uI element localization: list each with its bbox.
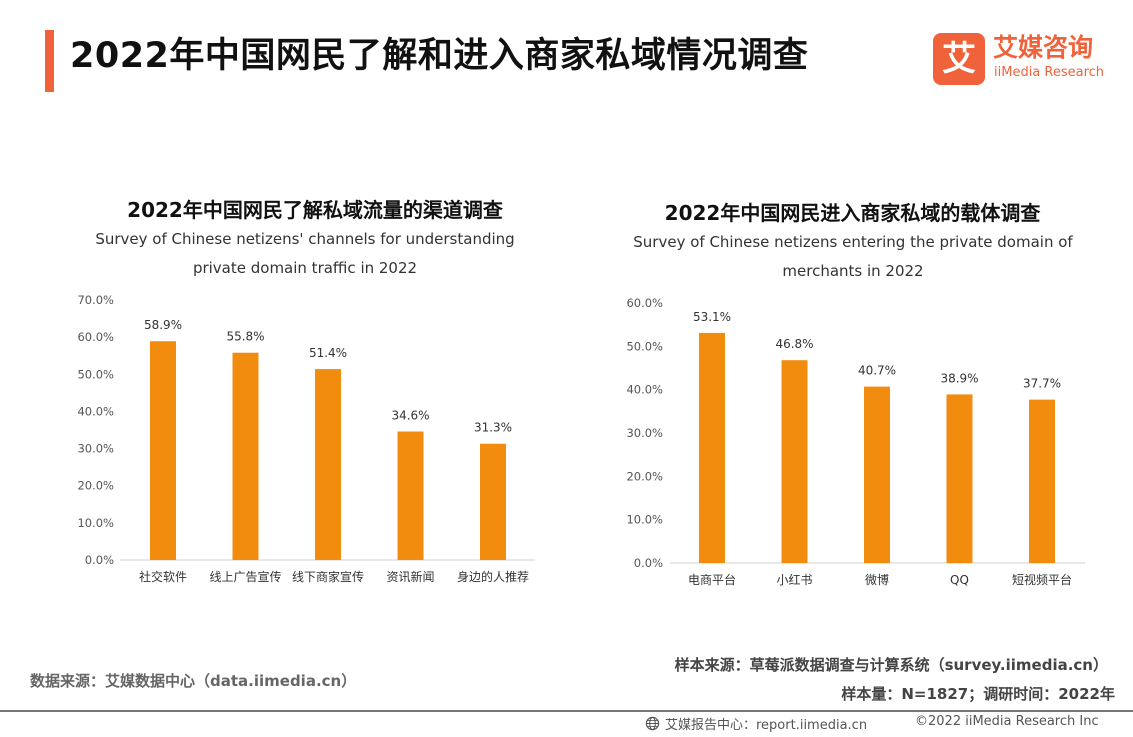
- chart2-category-label: 小红书: [776, 572, 812, 587]
- chart2-y-tick-label: 0.0%: [634, 556, 663, 570]
- chart1-y-tick-label: 20.0%: [77, 479, 114, 493]
- chart2-title: 2022年中国网民进入商家私域的载体调查: [664, 201, 1041, 225]
- chart1-bar: [397, 431, 424, 560]
- chart1-data-label: 58.9%: [144, 318, 182, 332]
- sample-size-note: 样本量：N=1827；调研时间：2022年: [841, 685, 1115, 703]
- chart2-y-tick-label: 50.0%: [626, 339, 663, 353]
- chart2-bar: [699, 332, 725, 563]
- chart1-bar: [150, 341, 176, 560]
- chart2-y-tick-label: 20.0%: [626, 469, 663, 483]
- title-accent-bar: [45, 30, 54, 92]
- chart1-category-label: 身边的人推荐: [457, 569, 529, 584]
- chart1-y-tick-label: 30.0%: [77, 442, 114, 456]
- chart1-y-tick-label: 50.0%: [77, 367, 114, 381]
- chart1-bar: [232, 352, 259, 560]
- chart2-data-label: 37.7%: [1023, 377, 1061, 391]
- logo-chinese-name: 艾媒咨询: [993, 33, 1094, 62]
- chart1-y-tick-label: 40.0%: [77, 404, 114, 418]
- chart1-y-tick-label: 70.0%: [77, 293, 114, 307]
- chart1-category-label: 线下商家宣传: [292, 569, 364, 584]
- chart2-data-label: 40.7%: [858, 364, 896, 378]
- chart2-category-label: 电商平台: [688, 572, 736, 587]
- chart2-subtitle: Survey of Chinese netizens entering the …: [633, 233, 1073, 280]
- chart2-data-label: 53.1%: [693, 310, 731, 324]
- globe-icon: [645, 716, 660, 731]
- chart1-data-label: 31.3%: [474, 421, 512, 435]
- chart2-category-label: 短视频平台: [1012, 572, 1072, 587]
- report-center-text: 艾媒报告中心：report.iimedia.cn: [665, 718, 868, 733]
- chart2-category-label: QQ: [950, 573, 969, 587]
- chart2-data-label: 46.8%: [775, 337, 813, 351]
- data-source-note: 数据来源：艾媒数据中心（data.iimedia.cn）: [30, 672, 357, 690]
- chart2-bar: [946, 394, 973, 563]
- sample-source-note: 样本来源：草莓派数据调查与计算系统（survey.iimedia.cn）: [674, 656, 1108, 674]
- chart1-y-tick-label: 10.0%: [77, 516, 114, 530]
- chart1-data-label: 51.4%: [309, 346, 347, 360]
- chart2-bar: [864, 386, 890, 563]
- chart1-title: 2022年中国网民了解私域流量的渠道调查: [127, 198, 503, 222]
- chart2-data-label: 38.9%: [940, 371, 978, 385]
- chart1-bar: [480, 443, 506, 560]
- chart2-y-tick-label: 30.0%: [626, 426, 663, 440]
- chart1-y-tick-label: 0.0%: [85, 553, 114, 567]
- logo-mark-icon: 艾: [933, 33, 985, 85]
- report-center-link[interactable]: 艾媒报告中心：report.iimedia.cn: [645, 714, 867, 733]
- chart2-category-label: 微博: [865, 572, 889, 587]
- chart2-y-tick-label: 10.0%: [626, 513, 663, 527]
- chart1-data-label: 34.6%: [391, 408, 429, 422]
- chart1-bar: [315, 369, 341, 560]
- iimedia-logo: 艾 艾媒咨询 iiMedia Research: [933, 33, 1113, 85]
- chart1-subtitle: Survey of Chinese netizens' channels for…: [95, 230, 515, 277]
- chart2-y-tick-label: 40.0%: [626, 383, 663, 397]
- chart2-bar: [781, 360, 808, 563]
- chart1-category-label: 线上广告宣传: [209, 569, 281, 584]
- chart2-y-tick-label: 60.0%: [626, 296, 663, 310]
- chart1-category-label: 资讯新闻: [386, 569, 434, 584]
- copyright-text: ©2022 iiMedia Research Inc: [915, 714, 1099, 729]
- chart2-bar: [1029, 399, 1055, 563]
- footer-divider: [0, 710, 1133, 712]
- page-title: 2022年中国网民了解和进入商家私域情况调查: [70, 36, 809, 76]
- chart1-data-label: 55.8%: [226, 330, 264, 344]
- logo-english-name: iiMedia Research: [994, 65, 1105, 80]
- chart1-category-label: 社交软件: [139, 569, 187, 584]
- chart1-y-tick-label: 60.0%: [77, 330, 114, 344]
